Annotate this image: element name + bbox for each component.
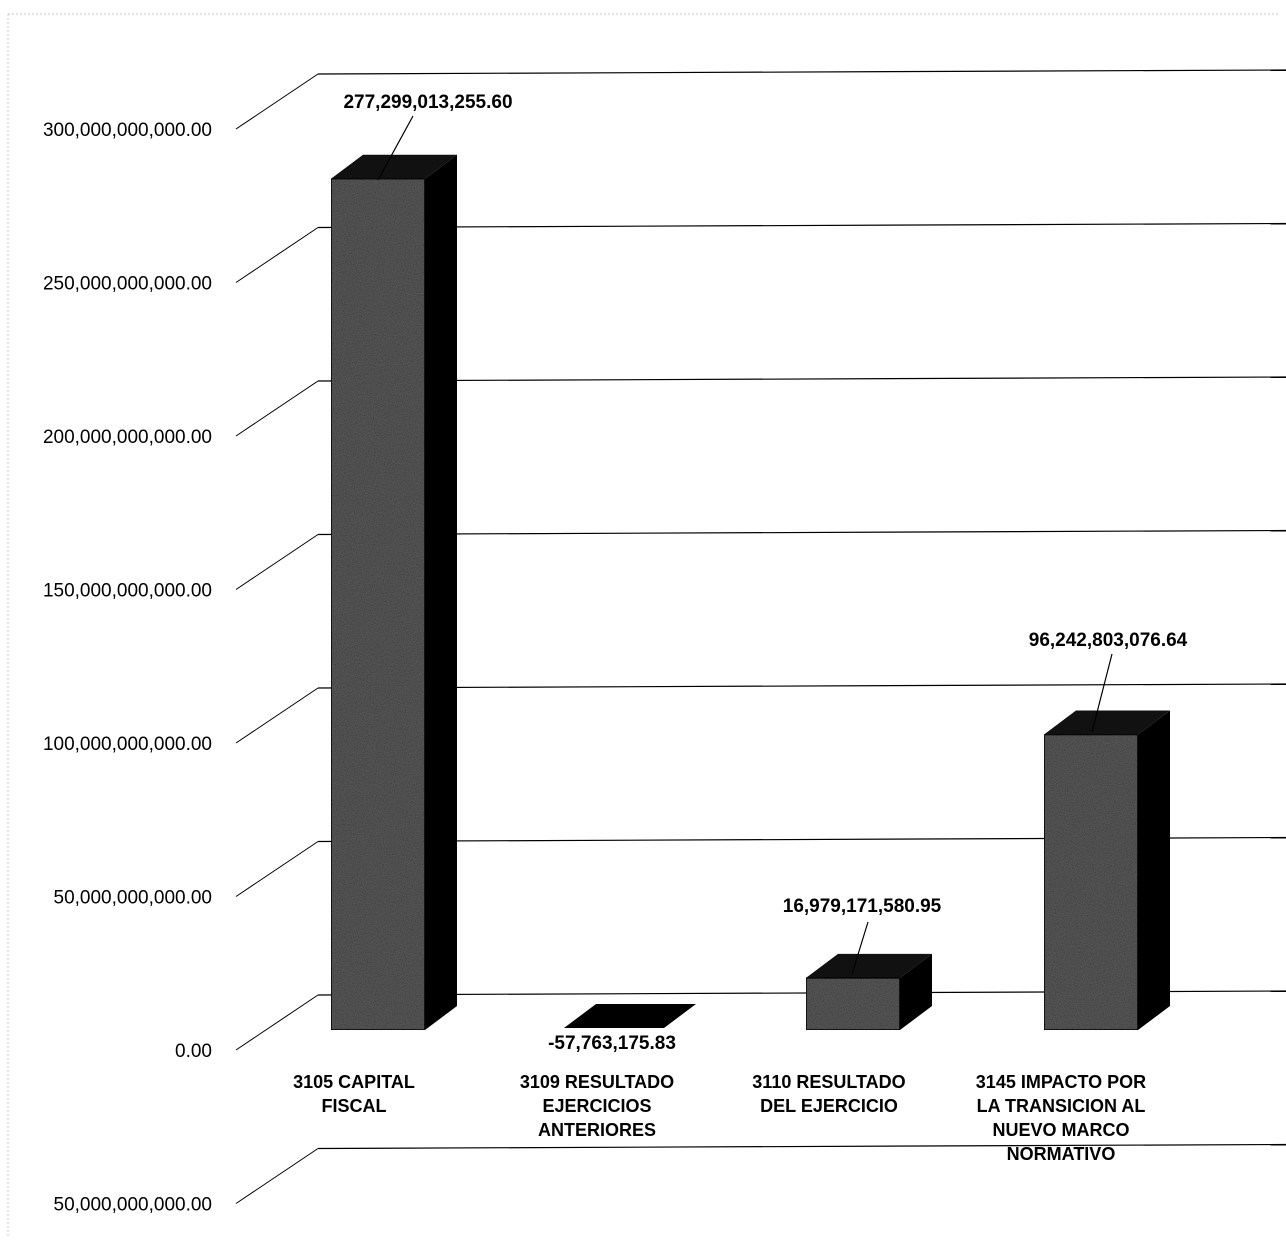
y-tick-label: 100,000,000,000.00	[43, 734, 212, 755]
data-label: 16,979,171,580.95	[783, 896, 942, 917]
gridline	[317, 683, 1286, 689]
data-label: 277,299,013,255.60	[343, 92, 512, 113]
gridline-diagonal	[235, 1148, 319, 1204]
gridline-diagonal	[235, 841, 319, 897]
bar-side	[425, 154, 457, 1031]
x-tick-label-line: DEL EJERCICIO	[760, 1096, 898, 1116]
bar-top	[331, 154, 457, 179]
x-tick-label-line: EJERCICIOS	[542, 1096, 651, 1116]
bar-top	[806, 953, 932, 978]
x-tick-label-line: FISCAL	[322, 1096, 387, 1116]
bar-4	[1043, 710, 1170, 1031]
gridline	[317, 1143, 1286, 1150]
gridline-diagonal	[235, 227, 319, 283]
bar-side	[900, 953, 932, 1030]
y-tick-label: 50,000,000,000.00	[54, 1195, 213, 1216]
bar-side	[1138, 710, 1170, 1030]
data-labels: 277,299,013,255.60 -57,763,175.83 16,979,1…	[343, 92, 1187, 1054]
bar-3	[805, 953, 932, 1031]
bars	[330, 154, 1170, 1031]
data-label-leader	[851, 921, 869, 975]
bar-top	[1044, 710, 1170, 735]
x-tick-label-line: NORMATIVO	[1007, 1144, 1116, 1164]
gridline-diagonal	[235, 380, 319, 437]
y-tick-label: 50,000,000,000.00	[54, 888, 213, 909]
x-tick-label: 3105 CAPITAL FISCAL	[293, 1072, 415, 1116]
x-tick-label-line: 3145 IMPACTO POR	[976, 1072, 1146, 1092]
bar-front	[1043, 733, 1139, 1031]
gridline	[317, 222, 1286, 229]
gridline-diagonal	[235, 534, 319, 590]
data-label-leader	[377, 115, 414, 181]
x-tick-label: 3145 IMPACTO POR LA TRANSICION AL NUEVO MA…	[976, 1072, 1146, 1164]
y-tick-label: 150,000,000,000.00	[43, 581, 212, 602]
bar-2	[564, 1004, 696, 1028]
x-tick-label-line: 3109 RESULTADO	[520, 1072, 674, 1092]
y-tick-label: 300,000,000,000.00	[43, 120, 212, 141]
gridline	[317, 69, 1286, 75]
x-tick-label-line: ANTERIORES	[538, 1120, 656, 1140]
x-tick-label-line: 3110 RESULTADO	[752, 1072, 905, 1092]
bar-flat	[564, 1004, 696, 1028]
data-label-leader	[1091, 653, 1113, 733]
x-tick-label-line: 3105 CAPITAL	[293, 1072, 415, 1092]
gridline	[317, 529, 1286, 536]
data-label: 96,242,803,076.64	[1029, 630, 1188, 651]
gridline	[317, 376, 1286, 382]
x-axis: 3105 CAPITAL FISCAL 3109 RESULTADO EJERCICI…	[293, 1072, 1146, 1164]
y-tick-label: 0.00	[175, 1041, 212, 1062]
gridlines	[235, 69, 1286, 1204]
gridline-diagonal	[235, 994, 319, 1051]
bar-1	[330, 154, 457, 1031]
x-tick-label-line: LA TRANSICION AL	[977, 1096, 1146, 1116]
y-tick-label: 200,000,000,000.00	[43, 427, 212, 448]
bar-front	[330, 177, 426, 1031]
y-axis: 300,000,000,000.00 250,000,000,000.00 200,…	[43, 120, 212, 1216]
x-tick-label: 3109 RESULTADO EJERCICIOS ANTERIORES	[520, 1072, 674, 1140]
x-tick-label-line: NUEVO MARCO	[992, 1120, 1129, 1140]
y-tick-label: 250,000,000,000.00	[43, 274, 212, 295]
bar-front	[805, 977, 901, 1031]
gridline-diagonal	[235, 73, 319, 130]
gridline-diagonal	[235, 687, 319, 744]
x-tick-label: 3110 RESULTADO DEL EJERCICIO	[752, 1072, 905, 1116]
data-label: -57,763,175.83	[548, 1033, 676, 1054]
